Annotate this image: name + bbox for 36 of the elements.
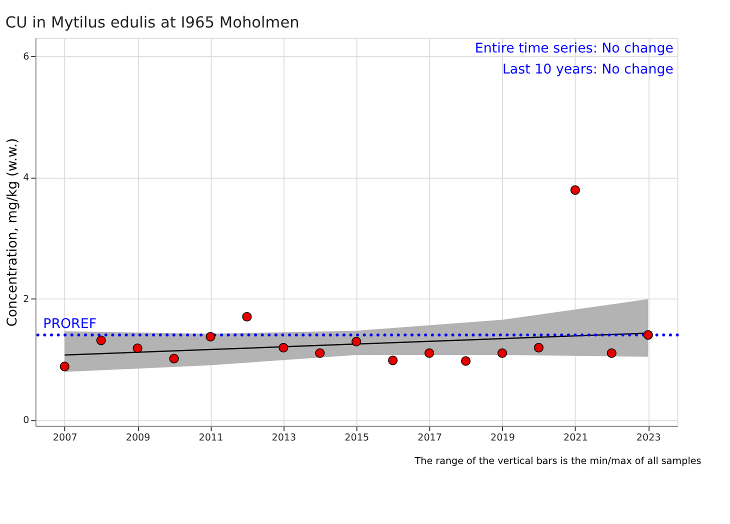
point bbox=[242, 312, 252, 322]
x-tick-label: 2009 bbox=[126, 432, 150, 444]
point bbox=[534, 342, 544, 352]
point bbox=[643, 330, 653, 340]
x-tick-label: 2007 bbox=[52, 432, 78, 444]
x-tick-label: 2011 bbox=[198, 432, 224, 444]
point bbox=[60, 362, 70, 372]
point bbox=[497, 348, 508, 358]
point bbox=[460, 356, 471, 366]
point bbox=[206, 332, 216, 342]
x-tick-label: 2017 bbox=[418, 432, 442, 444]
x-tick-label: 2013 bbox=[272, 432, 296, 444]
point bbox=[570, 185, 580, 195]
ref-line-label: PROREF bbox=[43, 317, 97, 332]
annotation: Entire time series: No change bbox=[474, 41, 674, 56]
point bbox=[169, 354, 179, 364]
point bbox=[132, 343, 142, 354]
x-tick-label: 2021 bbox=[563, 432, 588, 444]
text: The range of the vertical bars is the min/max of all samples bbox=[414, 456, 702, 468]
y-tick-label: 4 bbox=[23, 172, 30, 184]
point bbox=[315, 348, 325, 358]
x-tick-label: 2023 bbox=[636, 432, 661, 444]
point bbox=[606, 348, 616, 358]
point bbox=[424, 348, 434, 358]
annotation: Last 10 years: No change bbox=[502, 62, 674, 78]
y-axis-title: Concentration, mg/kg (w.w.) bbox=[5, 138, 20, 327]
point bbox=[96, 336, 106, 346]
point bbox=[278, 342, 288, 352]
x-tick-label: 2019 bbox=[490, 432, 515, 444]
x-tick-label: 2015 bbox=[344, 432, 370, 444]
y-tick-label: 2 bbox=[23, 294, 30, 305]
point bbox=[352, 336, 362, 346]
point bbox=[388, 356, 398, 366]
y-tick-label: 0 bbox=[23, 415, 30, 426]
chart-title: CU in Mytilus edulis at I965 Moholmen bbox=[5, 13, 300, 32]
y-tick-label: 6 bbox=[23, 51, 30, 62]
